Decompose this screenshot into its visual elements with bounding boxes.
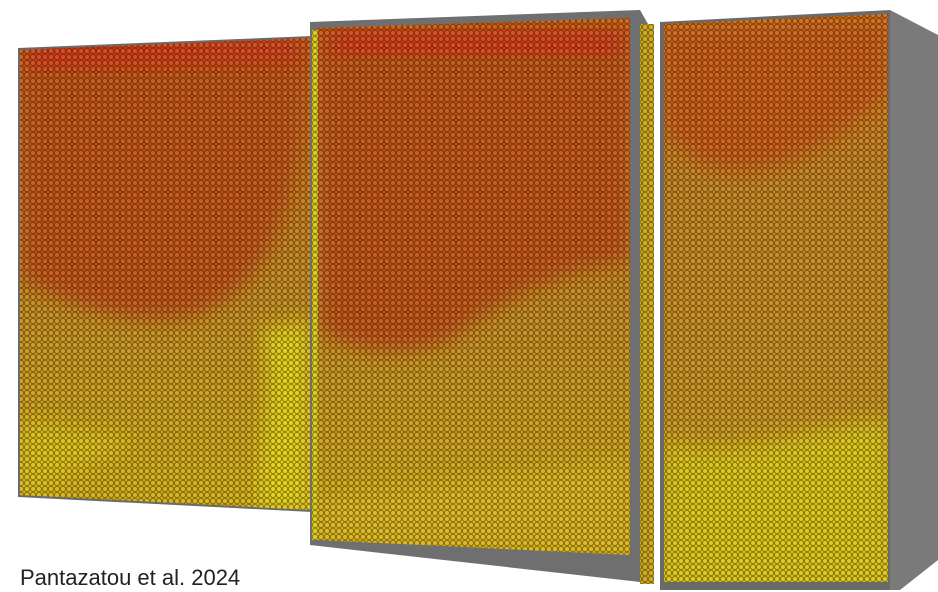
- right-panel: [660, 10, 938, 590]
- left-panel: [18, 30, 320, 512]
- middle-panel: [310, 10, 654, 584]
- side-face: [890, 10, 938, 590]
- figure: Pantazatou et al. 2024: [0, 0, 938, 592]
- page: Pantazatou et al. 2024 (() => { const da…: [0, 0, 938, 592]
- caption: Pantazatou et al. 2024: [20, 565, 240, 590]
